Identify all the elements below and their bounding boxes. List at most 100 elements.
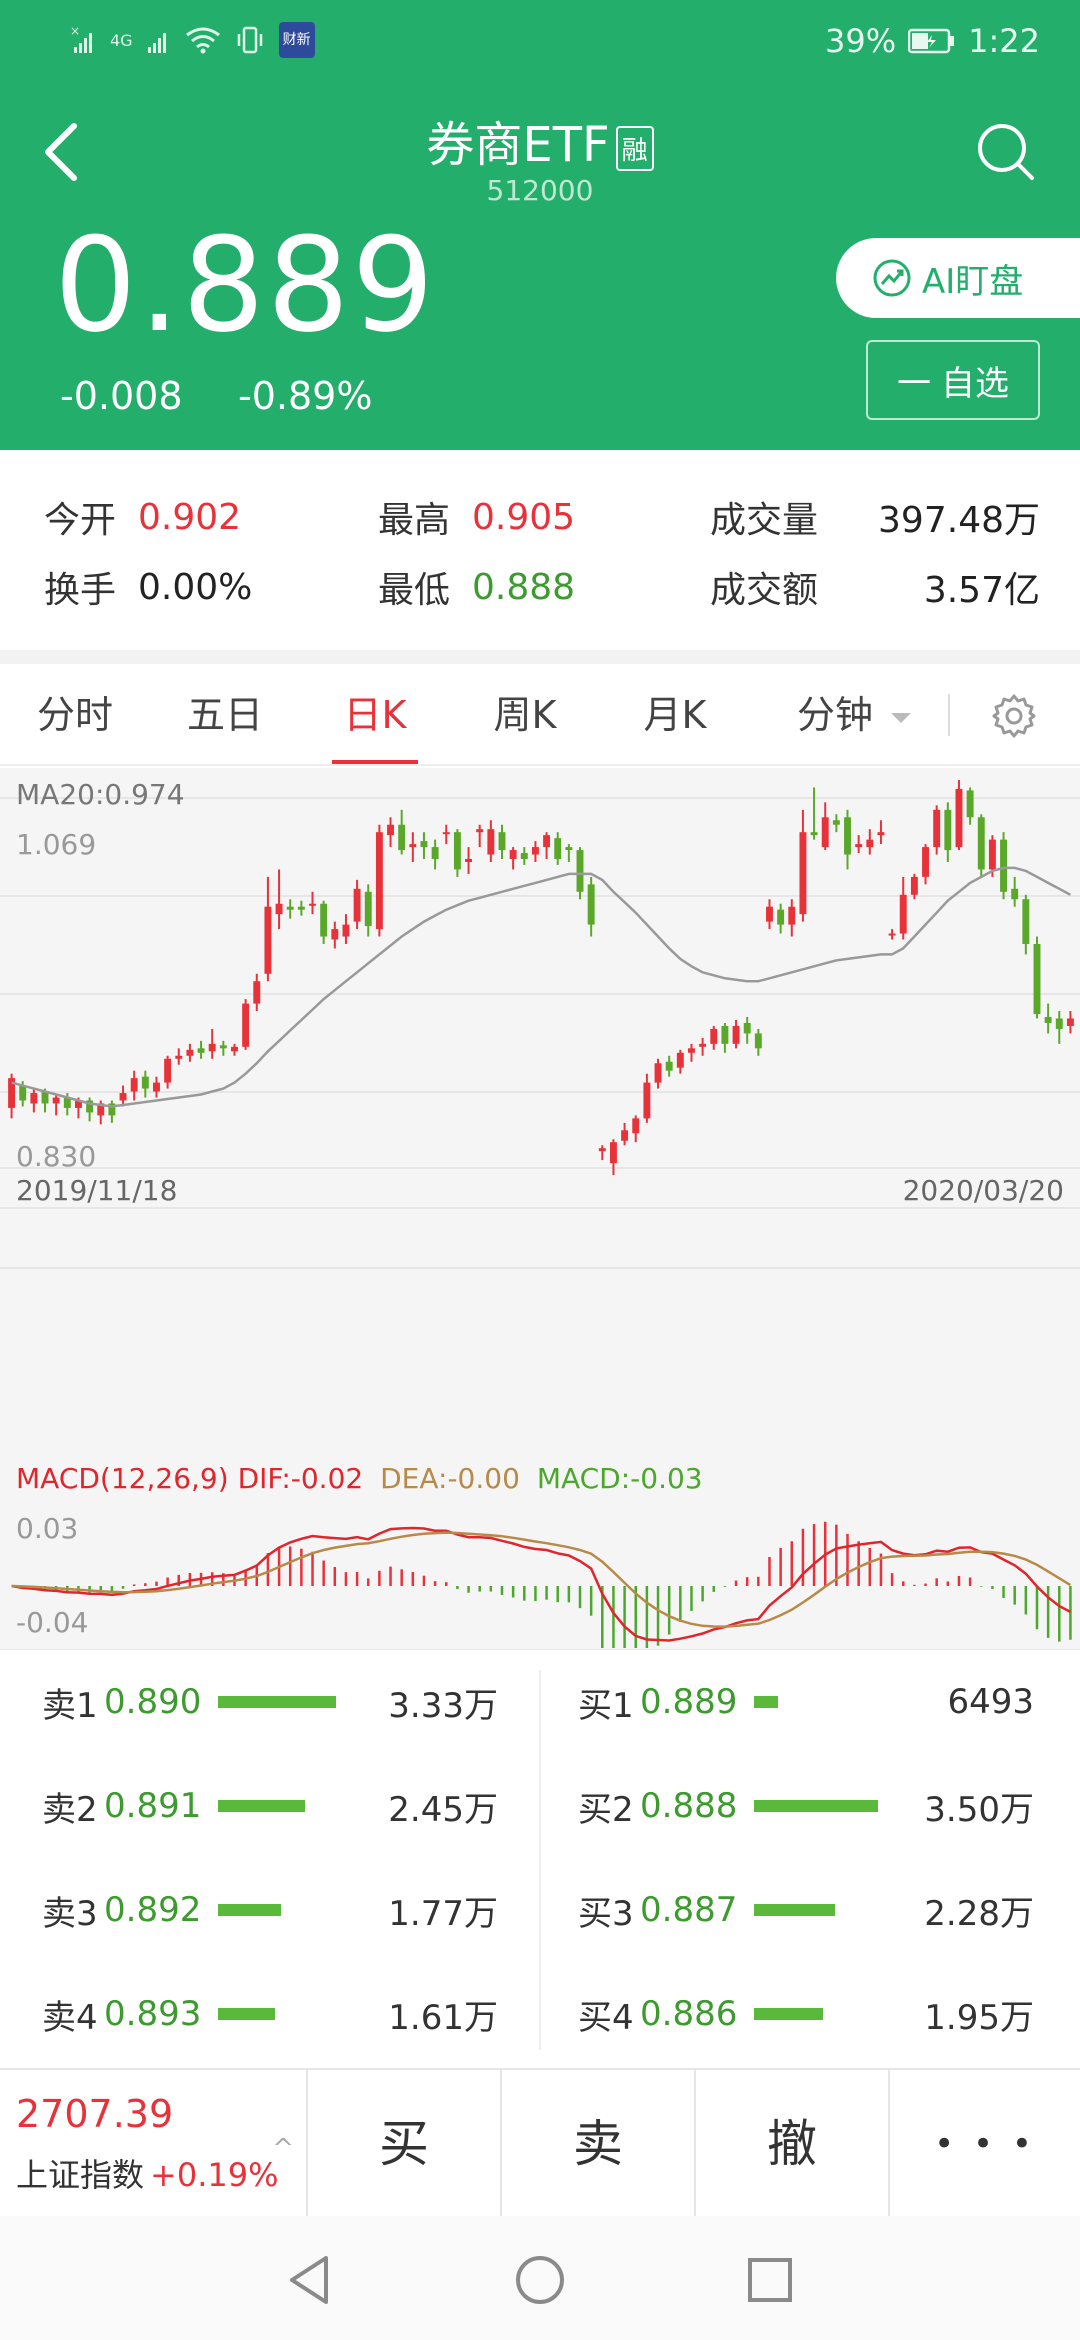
candle-body — [821, 817, 829, 848]
order-book: 卖1 0.890 3.33万 卖2 0.891 2.45万 卖3 0.892 1.77万 卖4 0.… — [0, 1650, 1080, 2070]
bid-level-2[interactable]: 买2 0.888 3.50万 — [578, 1754, 1078, 1858]
market-index-ticker[interactable]: 2707.39 上证指数 +0.19% ^ — [0, 2070, 308, 2218]
candle-body — [8, 1078, 16, 1108]
stat-value: 397.48万 — [878, 500, 1040, 541]
clock: 1:22 — [968, 22, 1040, 60]
ask-level-price: 0.891 — [104, 1786, 202, 1826]
tab-monthly-k[interactable]: 月K — [643, 693, 707, 737]
macd-y-top-label: 0.03 — [16, 1512, 79, 1545]
candle-body — [309, 903, 316, 906]
quote-stats: 今开 0.902 最高 0.905 成交量 397.48万 换手 0.00% 最… — [0, 450, 1080, 650]
bid-level-4[interactable]: 买4 0.886 1.95万 — [578, 1962, 1078, 2066]
tab-five-day[interactable]: 五日 — [186, 693, 263, 737]
nav-recents-icon[interactable] — [740, 2250, 800, 2310]
macd-value: MACD:-0.03 — [536, 1462, 703, 1495]
candle-body — [665, 1061, 673, 1071]
tab-intraday[interactable]: 分时 — [36, 693, 113, 737]
candle-body — [286, 906, 294, 910]
bid-volume-bar — [754, 1800, 878, 1812]
more-menu-button[interactable]: • • • — [934, 2124, 1036, 2164]
ask-volume-bar-track — [218, 1696, 358, 1708]
bid-level-price: 0.886 — [640, 1994, 738, 2034]
ask-level-label: 卖3 — [42, 1893, 98, 1934]
sell-button[interactable]: 卖 — [502, 2070, 696, 2218]
remove-favorite-button[interactable]: 一 自选 — [866, 340, 1040, 420]
stat-value: 0.00% — [138, 566, 253, 608]
bid-volume-bar — [754, 1696, 778, 1708]
tab-minute[interactable]: 分钟 — [780, 664, 930, 766]
dropdown-arrow-icon — [891, 712, 912, 723]
candle-body — [766, 906, 773, 922]
candle-body — [197, 1048, 205, 1053]
candle-body — [955, 788, 963, 848]
macd-dif: DIF:-0.02 — [237, 1462, 364, 1495]
price-change-percent: -0.89% — [238, 374, 373, 418]
stat-value: 0.902 — [138, 496, 242, 538]
stat-high: 最高 0.905 — [378, 482, 575, 552]
candle-body — [810, 832, 818, 836]
stats-row-1: 今开 0.902 最高 0.905 成交量 397.48万 — [0, 482, 1080, 552]
ask-level-volume: 2.45万 — [388, 1789, 498, 1830]
stat-label: 成交额 — [710, 570, 819, 611]
candle-body — [97, 1103, 105, 1116]
stock-code: 512000 — [486, 174, 594, 207]
current-price: 0.889 — [54, 209, 437, 361]
search-icon[interactable] — [974, 120, 1038, 184]
kline-chart-svg[interactable] — [0, 768, 1080, 1650]
candle-body — [1066, 1018, 1074, 1026]
ask-level-label: 卖1 — [42, 1685, 98, 1726]
tab-daily-k[interactable]: 日K — [343, 693, 407, 737]
candle-body — [598, 1148, 606, 1152]
bid-level-3[interactable]: 买3 0.887 2.28万 — [578, 1858, 1078, 1962]
candle-body — [275, 903, 283, 915]
nav-back-icon[interactable] — [280, 2250, 340, 2310]
stat-turnover: 换手 0.00% — [44, 552, 252, 622]
ask-level-4[interactable]: 卖4 0.893 1.61万 — [42, 1962, 542, 2066]
bid-level-1[interactable]: 买1 0.889 6493 — [578, 1650, 1078, 1754]
cancel-order-button[interactable]: 撤 — [696, 2070, 890, 2218]
stat-value: 0.905 — [472, 496, 576, 538]
macd-dif-line — [11, 1526, 1071, 1642]
expand-caret-icon: ^ — [272, 2134, 294, 2164]
ask-volume-bar — [218, 1800, 305, 1812]
candle-body — [844, 817, 851, 855]
candle-body — [130, 1078, 138, 1092]
stat-label: 今开 — [44, 500, 117, 541]
candle-body — [387, 824, 394, 836]
candle-body — [487, 829, 495, 855]
system-navigation-bar — [0, 2216, 1080, 2340]
tab-weekly-k[interactable]: 周K — [493, 693, 557, 737]
back-icon[interactable] — [32, 112, 92, 192]
gear-icon[interactable] — [990, 692, 1038, 740]
candle-body — [721, 1025, 729, 1044]
buy-button[interactable]: 买 — [308, 2070, 502, 2218]
candle-body — [710, 1028, 718, 1044]
ai-watch-button[interactable]: AI盯盘 — [836, 238, 1080, 318]
ai-watch-label: AI盯盘 — [922, 261, 1024, 302]
stat-value: 0.888 — [472, 566, 576, 608]
candle-body — [86, 1100, 94, 1113]
candle-body — [74, 1100, 82, 1108]
wifi-icon — [185, 27, 220, 54]
svg-text:×: × — [70, 25, 80, 38]
candle-body — [465, 859, 473, 862]
start-date-label: 2019/11/18 — [16, 1174, 178, 1207]
stat-volume: 成交量 397.48万 — [710, 482, 1040, 552]
candle-body — [754, 1033, 762, 1049]
candle-body — [141, 1076, 149, 1089]
ask-level-3[interactable]: 卖3 0.892 1.77万 — [42, 1858, 542, 1962]
nav-home-icon[interactable] — [510, 2250, 570, 2310]
candle-body — [554, 838, 562, 860]
ask-level-2[interactable]: 卖2 0.891 2.45万 — [42, 1754, 542, 1858]
candle-body — [977, 817, 985, 870]
kline-chart[interactable]: MA20:0.974 1.069 0.830 2019/11/18 2020/0… — [0, 768, 1080, 1650]
candle-body — [353, 888, 361, 922]
bid-volume-bar-track — [754, 1800, 894, 1812]
bid-level-label: 买2 — [578, 1789, 634, 1830]
ma20-line — [11, 866, 1071, 1108]
ask-level-1[interactable]: 卖1 0.890 3.33万 — [42, 1650, 542, 1754]
candle-body — [242, 1003, 250, 1047]
candle-body — [699, 1043, 707, 1047]
candle-body — [453, 832, 461, 870]
candle-body — [688, 1048, 695, 1053]
